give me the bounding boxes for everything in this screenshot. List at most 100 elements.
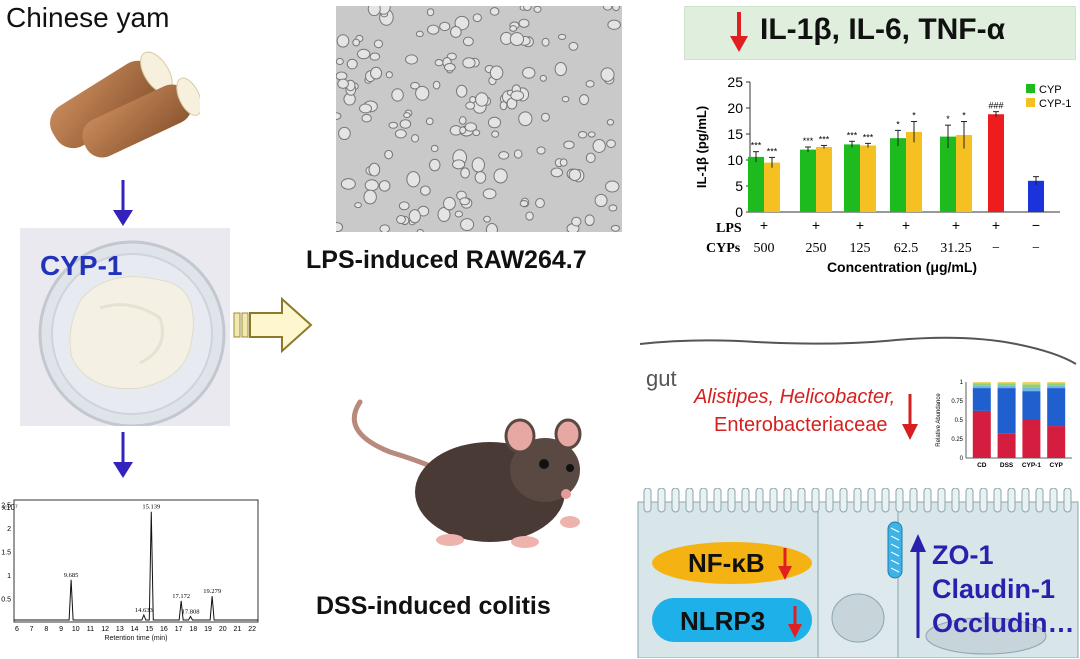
ra-segment — [997, 383, 1016, 386]
chrom-x-tick: 6 — [15, 626, 19, 633]
ra-segment — [1022, 391, 1041, 420]
lps-mark: − — [1032, 217, 1040, 233]
y-tick-label: 0 — [735, 204, 743, 220]
bar-cyp — [748, 156, 764, 212]
peak-label: 9.685 — [64, 572, 79, 579]
cyp1-photo — [20, 228, 230, 428]
chrom-x-tick: 17 — [175, 626, 183, 633]
chrom-x-tick: 21 — [234, 626, 242, 633]
chinese-yam-image — [50, 51, 200, 158]
bacteria-genera: Alistipes, Helicobacter, — [694, 386, 896, 408]
down-arrow-icon — [902, 394, 918, 440]
lps-mark: + — [902, 217, 910, 233]
tj-occludin: Occludin… — [932, 608, 1075, 638]
significance-label: *** — [751, 141, 762, 151]
ra-segment — [972, 410, 991, 458]
x-axis-label: Concentration (μg/mL) — [827, 259, 977, 275]
mouse-caption: DSS-induced colitis — [316, 592, 551, 620]
y-tick-label: 15 — [727, 126, 743, 142]
ra-segment — [972, 382, 991, 384]
bar-lps — [988, 114, 1004, 212]
ra-segment — [997, 382, 1016, 384]
cytokine-banner — [684, 6, 1076, 60]
nfkb-pill — [652, 542, 812, 584]
chrom-y-tick: 2.5 — [1, 503, 11, 510]
lps-row-label: LPS — [716, 221, 742, 236]
cyps-mark: 62.5 — [894, 241, 919, 256]
legend-label: CYP-1 — [1039, 98, 1071, 110]
chrom-x-tick: 22 — [248, 626, 256, 633]
ra-segment — [1047, 426, 1066, 458]
significance-label: * — [962, 111, 966, 121]
chrom-x-tick: 20 — [219, 626, 227, 633]
bar-cyp1 — [860, 145, 876, 212]
cells-caption: LPS-induced RAW264.7 — [306, 246, 587, 274]
down-arrow-icon — [778, 548, 792, 580]
chrom-x-tick: 12 — [101, 626, 109, 633]
chromatogram-y-label: x10⁷ — [2, 503, 18, 512]
bar-cyp1 — [764, 162, 780, 212]
cyps-row-label: CYPs — [706, 241, 741, 256]
bar-cyp — [800, 149, 816, 212]
bacteria-family: Enterobacteriaceae — [714, 414, 888, 436]
significance-label: ### — [988, 101, 1003, 111]
legend-swatch — [1026, 98, 1035, 107]
lps-mark: + — [856, 217, 864, 233]
significance-label: *** — [767, 146, 778, 156]
bar-cyp — [844, 144, 860, 212]
chromatogram: x10⁷ 0.5 1 1.5 2 2.5 6 7 8 9 10 11 12 13 14 15 16 17 18 1… — [1, 499, 259, 642]
arrow-down-icon — [113, 180, 133, 226]
y-tick-label: 5 — [735, 178, 743, 194]
bar-cyp1 — [956, 135, 972, 212]
legend-swatch — [1026, 84, 1035, 93]
significance-label: * — [946, 114, 950, 124]
ra-segment — [997, 433, 1016, 458]
bar-cyp1 — [906, 131, 922, 212]
cyps-mark: 500 — [754, 241, 775, 256]
cyps-mark: 125 — [850, 241, 871, 256]
nlrp3-label: NLRP3 — [680, 606, 766, 636]
lps-mark: + — [760, 217, 768, 233]
ra-segment — [1022, 387, 1041, 392]
ra-segment — [972, 388, 991, 411]
significance-label: * — [896, 119, 900, 129]
chrom-x-tick: 14 — [131, 626, 139, 633]
chrom-y-tick: 1.5 — [1, 550, 11, 557]
lps-mark: + — [992, 217, 1000, 233]
ra-segment — [1047, 382, 1066, 384]
ra-segment — [1047, 388, 1066, 427]
ra-segment — [1022, 384, 1041, 388]
ra-segment — [997, 388, 1016, 434]
bar-cyp1 — [816, 147, 832, 212]
cyps-mark: 31.25 — [940, 241, 972, 256]
legend-label: CYP — [1039, 84, 1062, 96]
chrom-x-tick: 18 — [189, 626, 197, 633]
significance-label: *** — [819, 134, 830, 144]
chrom-x-tick: 10 — [72, 626, 80, 633]
peak-label: 15.139 — [142, 504, 160, 511]
nfkb-label: NF-κB — [688, 548, 765, 578]
tj-zo1: ZO-1 — [932, 540, 994, 570]
nlrp3-pill — [652, 598, 812, 642]
ra-y-tick: 1 — [960, 380, 964, 386]
significance-label: *** — [803, 136, 814, 146]
tight-junction-icon — [887, 521, 903, 579]
cells-micrograph — [336, 6, 622, 232]
ra-segment — [997, 385, 1016, 389]
peak-label: 14.633 — [135, 607, 153, 614]
down-arrow-icon — [788, 606, 802, 638]
chrom-x-tick: 8 — [44, 626, 48, 633]
y-axis-label: IL-1β (pg/mL) — [694, 106, 709, 188]
ra-segment — [1047, 385, 1066, 389]
ra-group-label: CD — [977, 462, 987, 469]
ra-segment — [1047, 383, 1066, 386]
tj-claudin1: Claudin-1 — [932, 574, 1056, 604]
chrom-x-tick: 9 — [59, 626, 63, 633]
bar-cyp — [890, 138, 906, 212]
chinese-yam-title: Chinese yam — [6, 2, 170, 33]
peak-label: 17.172 — [172, 593, 190, 600]
ra-group-label: CYP — [1050, 462, 1064, 469]
relative-abundance-chart: 0 0.25 0.5 0.75 1 Relative Abundance CD DSS CYP-… — [936, 380, 1072, 469]
gut-label: gut — [646, 366, 677, 391]
